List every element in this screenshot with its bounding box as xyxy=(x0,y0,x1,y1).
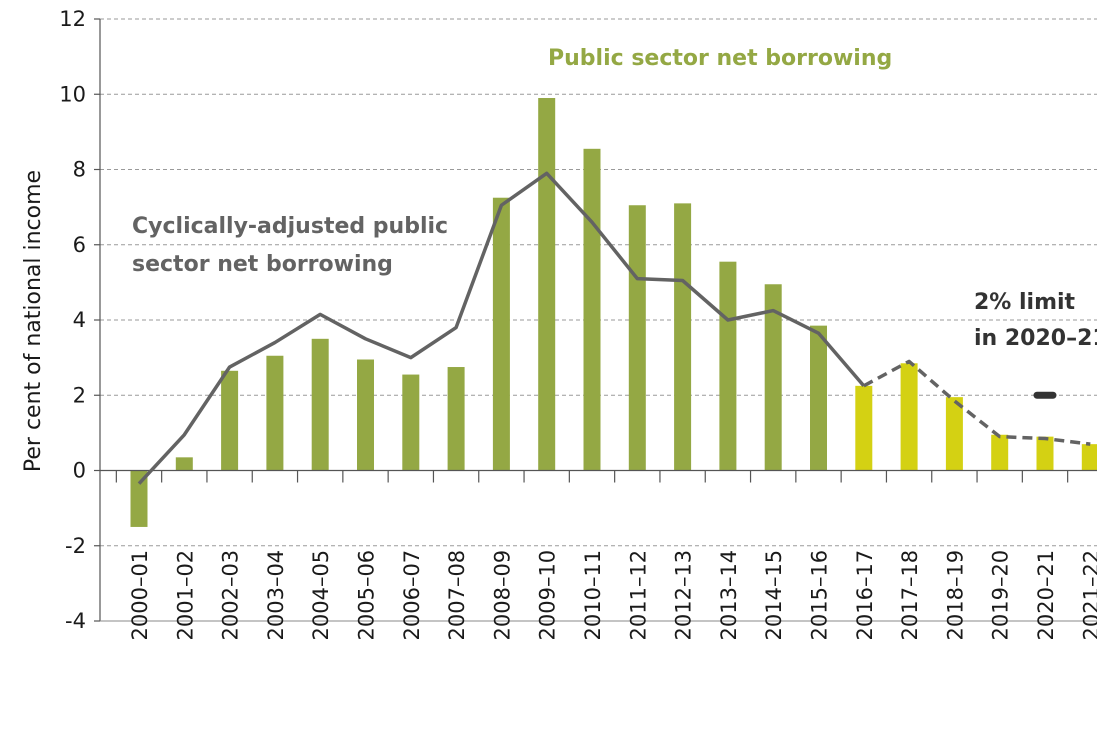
bar-2014–15 xyxy=(764,284,782,471)
x-tick-labels: 2000–01 2001–02 2002–03 2003–04 2004–05 2005–… xyxy=(128,550,1097,641)
x-tick-label: 2016–17 xyxy=(853,550,877,641)
x-tick-label: 2012–13 xyxy=(672,550,696,641)
bar-2018–19 xyxy=(945,397,963,471)
y-tick-label: -2 xyxy=(65,534,86,558)
x-tick-label: 2003–04 xyxy=(264,550,288,641)
x-tick-label: 2001–02 xyxy=(173,550,197,641)
bar-2016–17 xyxy=(855,385,873,471)
y-tick-label: -4 xyxy=(65,609,86,633)
x-tick-label: 2009–10 xyxy=(536,550,560,641)
x-tick-label: 2020–21 xyxy=(1034,550,1058,641)
x-tick-label: 2011–12 xyxy=(626,550,650,641)
x-tick-label: 2014–15 xyxy=(762,550,786,641)
x-tick-label: 2002–03 xyxy=(219,550,243,641)
bar-2019–20 xyxy=(991,434,1009,471)
bar-2003–04 xyxy=(266,355,284,471)
bar-2001–02 xyxy=(175,457,193,471)
limit-annotation-line2: in 2020–21 xyxy=(974,326,1097,351)
capsnb-annotation-line1: Cyclically-adjusted public xyxy=(132,214,448,239)
x-tick-label: 2005–06 xyxy=(355,550,379,641)
bar-2008–09 xyxy=(492,197,510,471)
y-axis-title: Per cent of national income xyxy=(21,170,46,472)
bar-2002–03 xyxy=(221,370,239,471)
x-tick-label: 2021–22 xyxy=(1079,550,1097,641)
x-tick-label: 2018–19 xyxy=(943,550,967,641)
y-tick-label: 8 xyxy=(73,158,86,182)
x-tick-label: 2013–14 xyxy=(717,550,741,641)
capsnb-annotation-line2: sector net borrowing xyxy=(132,252,393,277)
bars xyxy=(130,98,1097,527)
x-tick-label: 2006–07 xyxy=(400,550,424,641)
line-forecast xyxy=(862,359,1091,446)
bar-2012–13 xyxy=(674,203,692,471)
x-tick-label: 2019–20 xyxy=(989,550,1013,641)
y-tick-label: 10 xyxy=(59,82,86,106)
bar-2006–07 xyxy=(402,374,420,471)
x-tick-label: 2015–16 xyxy=(808,550,832,641)
y-tick-label: 12 xyxy=(59,7,86,31)
y-tick-label: 6 xyxy=(73,233,86,257)
x-tick-label: 2017–18 xyxy=(898,550,922,641)
cyclically-adjusted-line xyxy=(137,171,1091,485)
x-tick-label: 2007–08 xyxy=(445,550,469,641)
bar-2005–06 xyxy=(357,359,374,471)
y-tick-labels: -4 -2 0 2 4 6 8 10 12 xyxy=(59,7,86,633)
x-tick-label: 2008–09 xyxy=(490,550,514,641)
bar-2010–11 xyxy=(583,148,601,471)
x-tick-label: 2004–05 xyxy=(309,550,333,641)
y-tick-label: 0 xyxy=(73,459,86,483)
line-outturn xyxy=(137,171,866,485)
bar-2015–16 xyxy=(810,325,827,471)
limit-annotation-line1: 2% limit xyxy=(974,290,1076,315)
bar-2009–10 xyxy=(538,98,556,471)
psnb-annotation: Public sector net borrowing xyxy=(548,46,892,71)
axes xyxy=(99,19,1097,622)
bar-2004–05 xyxy=(311,338,329,471)
x-tick-label: 2000–01 xyxy=(128,550,152,641)
bar-2007–08 xyxy=(447,367,465,471)
x-tick-label: 2010–11 xyxy=(581,550,605,641)
bar-2020–21 xyxy=(1036,436,1054,471)
bar-2000–01 xyxy=(130,470,148,527)
bar-2021–22 xyxy=(1081,444,1097,471)
bar-2013–14 xyxy=(719,261,737,471)
bar-2017–18 xyxy=(900,363,918,471)
y-tick-label: 4 xyxy=(73,308,86,332)
y-tick-label: 2 xyxy=(73,383,86,407)
bar-2011–12 xyxy=(628,205,646,471)
